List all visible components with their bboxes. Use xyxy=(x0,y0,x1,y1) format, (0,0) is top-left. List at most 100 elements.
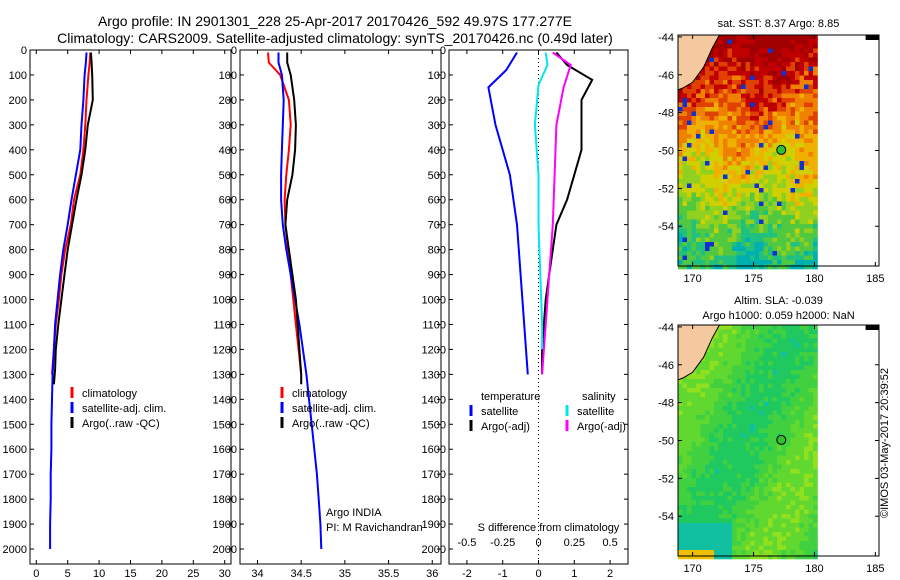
depth-tick-label: 800 xyxy=(428,245,446,257)
depth-tick-label: 1800 xyxy=(213,494,237,506)
x-tick-label: 2 xyxy=(607,568,613,580)
lat-tick-label: -44 xyxy=(658,32,674,44)
lat-tick-label: -48 xyxy=(658,398,674,410)
panel-annotation: Argo INDIA xyxy=(326,507,382,519)
x-tick-label: 5 xyxy=(65,568,71,580)
depth-tick-label: 1700 xyxy=(3,469,27,481)
legend-label: climatology xyxy=(292,388,348,400)
lat-tick-label: -52 xyxy=(658,473,674,485)
legend-label: climatology xyxy=(82,388,138,400)
x-tick-label: 0 xyxy=(535,568,541,580)
lon-tick-label: 180 xyxy=(805,563,823,575)
lat-tick-label: -52 xyxy=(658,183,674,195)
lon-tick-label: 180 xyxy=(805,273,823,285)
lat-tick-label: -48 xyxy=(658,108,674,120)
depth-tick-label: 2000 xyxy=(213,544,237,556)
x-tick-label: 10 xyxy=(93,568,105,580)
depth-tick-label: 300 xyxy=(9,120,27,132)
top-x-tick-label: 0.25 xyxy=(564,537,585,549)
lat-tick-label: -46 xyxy=(658,360,674,372)
series-satellite-adj-clim- xyxy=(49,52,88,549)
depth-tick-label: 1700 xyxy=(213,469,237,481)
depth-tick-label: 1200 xyxy=(422,344,446,356)
depth-tick-label: 1600 xyxy=(422,444,446,456)
series-salinity-argo-adj- xyxy=(541,51,572,375)
depth-tick-label: 1100 xyxy=(422,319,446,331)
top-x-axis-label: S difference from climatology xyxy=(478,522,620,534)
panel-temperature: 0100200300400500600700800900100011001200… xyxy=(3,45,232,580)
depth-tick-label: 1500 xyxy=(422,419,446,431)
legend-head-temperature: temperature xyxy=(481,391,540,403)
lon-tick-label: 185 xyxy=(866,563,884,575)
depth-tick-label: 1500 xyxy=(3,419,27,431)
depth-tick-label: 200 xyxy=(219,95,237,107)
top-x-tick-label: 0 xyxy=(535,537,541,549)
depth-tick-label: 1000 xyxy=(213,295,237,307)
depth-tick-label: 500 xyxy=(9,170,27,182)
x-tick-label: 35.5 xyxy=(378,568,399,580)
panel-salinity: 0 100 200 300 400 500 600 700 800 900 1000 1100 1200… xyxy=(213,45,442,580)
depth-tick-label: 1300 xyxy=(3,369,27,381)
depth-tick-label: 1700 xyxy=(422,469,446,481)
depth-tick-label: 0 xyxy=(231,45,237,57)
lat-tick-label: -46 xyxy=(658,70,674,82)
depth-tick-label: 100 xyxy=(219,70,237,82)
legend-label: satellite xyxy=(481,406,518,418)
depth-tick-label: 0 xyxy=(21,45,27,57)
depth-tick-label: 200 xyxy=(428,95,446,107)
depth-tick-label: 300 xyxy=(219,120,237,132)
depth-tick-label: 200 xyxy=(9,95,27,107)
x-tick-label: -1 xyxy=(498,568,508,580)
island-marker xyxy=(865,325,879,330)
map-field xyxy=(678,325,818,560)
depth-tick-label: 600 xyxy=(428,195,446,207)
depth-tick-label: 1300 xyxy=(213,369,237,381)
x-tick-label: 0 xyxy=(33,568,39,580)
depth-tick-label: 1200 xyxy=(3,344,27,356)
depth-tick-label: 1100 xyxy=(3,319,27,331)
depth-tick-label: 1900 xyxy=(213,519,237,531)
depth-tick-label: 1300 xyxy=(422,369,446,381)
lon-tick-label: 170 xyxy=(683,273,701,285)
depth-tick-label: 700 xyxy=(9,220,27,232)
depth-tick-label: 1000 xyxy=(3,295,27,307)
lon-tick-label: 185 xyxy=(866,273,884,285)
depth-tick-label: 1000 xyxy=(422,295,446,307)
depth-tick-label: 400 xyxy=(428,145,446,157)
depth-tick-label: 1400 xyxy=(213,394,237,406)
series-temperature-satellite xyxy=(487,51,529,375)
lat-tick-label: -50 xyxy=(658,146,674,158)
land-mass xyxy=(677,324,721,381)
depth-tick-label: 300 xyxy=(428,120,446,132)
depth-tick-label: 700 xyxy=(428,220,446,232)
depth-tick-label: 500 xyxy=(219,170,237,182)
depth-tick-label: 2000 xyxy=(422,544,446,556)
lon-tick-label: 175 xyxy=(744,273,762,285)
map-title: sat. SST: 8.37 Argo: 8.85 xyxy=(718,18,840,30)
depth-tick-label: 400 xyxy=(9,145,27,157)
depth-tick-label: 1800 xyxy=(422,494,446,506)
depth-tick-label: 700 xyxy=(219,220,237,232)
island-marker xyxy=(865,35,879,40)
depth-tick-label: 100 xyxy=(9,70,27,82)
title-line-1: Argo profile: IN 2901301_228 25-Apr-2017… xyxy=(97,13,573,29)
series-temperature-argo-adj- xyxy=(541,51,594,375)
panel-annotation: PI: M Ravichandran xyxy=(326,522,423,534)
panel-frame xyxy=(239,49,442,565)
land-mass xyxy=(677,34,721,91)
x-tick-label: 20 xyxy=(156,568,168,580)
depth-tick-label: 1800 xyxy=(3,494,27,506)
legend-head-salinity: salinity xyxy=(582,391,616,403)
depth-tick-label: 800 xyxy=(219,245,237,257)
legend-label: satellite-adj. clim. xyxy=(82,403,166,415)
depth-tick-label: 500 xyxy=(428,170,446,182)
series-argo-raw-qc- xyxy=(284,52,303,385)
depth-tick-label: 1100 xyxy=(213,319,237,331)
depth-tick-label: 900 xyxy=(219,270,237,282)
lat-tick-label: -54 xyxy=(658,221,674,233)
lat-tick-label: -54 xyxy=(658,511,674,523)
legend-label: satellite-adj. clim. xyxy=(292,403,376,415)
legend-label: Argo(-adj) xyxy=(577,421,626,433)
series-salinity-satellite xyxy=(533,52,549,350)
